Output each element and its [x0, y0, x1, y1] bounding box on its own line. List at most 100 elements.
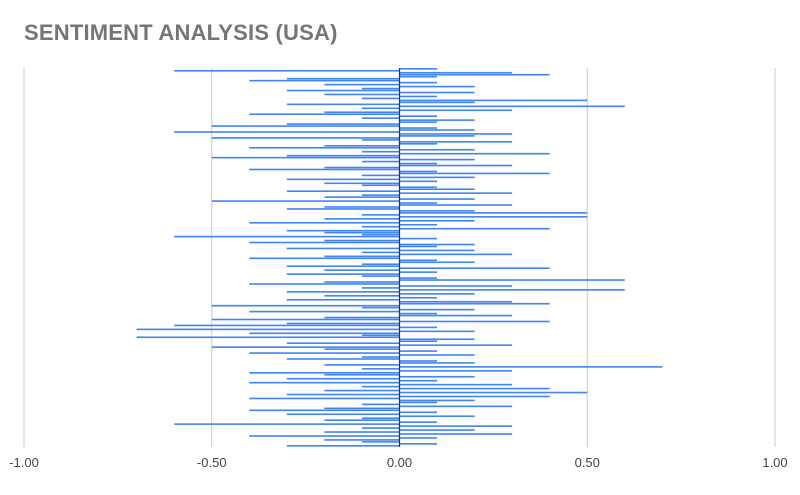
bar	[399, 293, 475, 295]
bar	[324, 206, 400, 208]
x-tick-label: 0.50	[575, 455, 600, 470]
bar	[361, 287, 400, 289]
bar	[174, 69, 400, 72]
bar	[399, 296, 438, 299]
bar	[399, 401, 438, 404]
bar	[399, 253, 513, 256]
bar	[249, 79, 400, 82]
bar	[399, 415, 475, 418]
bar	[286, 413, 400, 416]
bar	[399, 212, 588, 214]
bar	[399, 399, 475, 402]
bar	[399, 99, 588, 102]
bar-series	[136, 68, 663, 447]
bar	[399, 85, 475, 88]
bar	[174, 131, 400, 133]
bar	[324, 439, 400, 441]
bar	[399, 81, 438, 84]
bar	[361, 184, 400, 187]
bar	[361, 306, 400, 309]
bar	[324, 111, 400, 114]
bar	[399, 320, 550, 323]
bar	[361, 150, 400, 153]
bar	[361, 275, 400, 277]
bar	[399, 395, 550, 398]
bar	[286, 123, 400, 125]
bar	[361, 107, 400, 110]
bar	[399, 109, 513, 112]
bar	[324, 348, 400, 350]
bar	[399, 237, 438, 240]
bar	[211, 156, 400, 159]
bar	[324, 407, 400, 410]
bar	[399, 405, 513, 408]
bar	[399, 314, 513, 317]
bar	[324, 218, 400, 220]
bar	[399, 133, 513, 135]
bar	[361, 225, 400, 228]
bar	[361, 214, 400, 216]
bar	[361, 233, 400, 236]
chart-title: SENTIMENT ANALYSIS (USA)	[24, 20, 338, 45]
bar	[249, 283, 400, 285]
bar	[399, 391, 588, 394]
bar	[399, 198, 475, 200]
bar	[174, 324, 400, 327]
bar	[249, 371, 400, 374]
bar	[399, 370, 513, 372]
bar	[286, 273, 400, 275]
bar	[399, 219, 475, 222]
bar	[399, 362, 475, 364]
x-tick-label: -0.50	[197, 455, 227, 470]
bar	[286, 358, 400, 360]
bar	[249, 332, 400, 335]
bar	[399, 245, 438, 248]
bar	[324, 231, 400, 234]
bar	[399, 176, 475, 179]
bar	[249, 241, 400, 244]
bar	[211, 125, 400, 127]
bar	[399, 223, 438, 226]
bar	[361, 403, 400, 406]
bar	[249, 352, 400, 354]
bar	[286, 208, 400, 210]
bar	[361, 117, 400, 119]
bar	[399, 127, 438, 129]
bar	[399, 202, 438, 204]
bar	[399, 143, 438, 145]
x-axis-ticks: -1.00 -0.50 0.00 0.50 1.00	[9, 455, 787, 470]
bar	[286, 322, 400, 325]
bar	[174, 423, 400, 425]
bar	[399, 433, 513, 435]
bar	[249, 310, 400, 313]
bar	[399, 379, 438, 382]
bar	[286, 298, 400, 301]
bar	[361, 263, 400, 266]
bar	[324, 239, 400, 242]
bar	[324, 196, 400, 198]
bar	[286, 291, 400, 293]
bar	[286, 265, 400, 268]
bar	[286, 377, 400, 380]
bar	[399, 73, 550, 76]
bar	[249, 221, 400, 224]
bar	[286, 247, 400, 250]
bar	[174, 235, 400, 238]
bar	[399, 170, 438, 173]
bar	[399, 279, 625, 281]
bar	[399, 101, 475, 104]
bar	[286, 342, 400, 345]
bar	[399, 249, 475, 252]
bar	[324, 83, 400, 86]
bar	[399, 172, 550, 175]
bar	[399, 300, 513, 303]
bar	[249, 113, 400, 116]
bar	[361, 427, 400, 429]
bar	[399, 243, 475, 246]
bar	[399, 152, 550, 155]
bar	[399, 411, 438, 414]
bar	[399, 91, 475, 94]
bar	[249, 257, 400, 260]
bar	[324, 295, 400, 297]
bar	[399, 267, 550, 269]
